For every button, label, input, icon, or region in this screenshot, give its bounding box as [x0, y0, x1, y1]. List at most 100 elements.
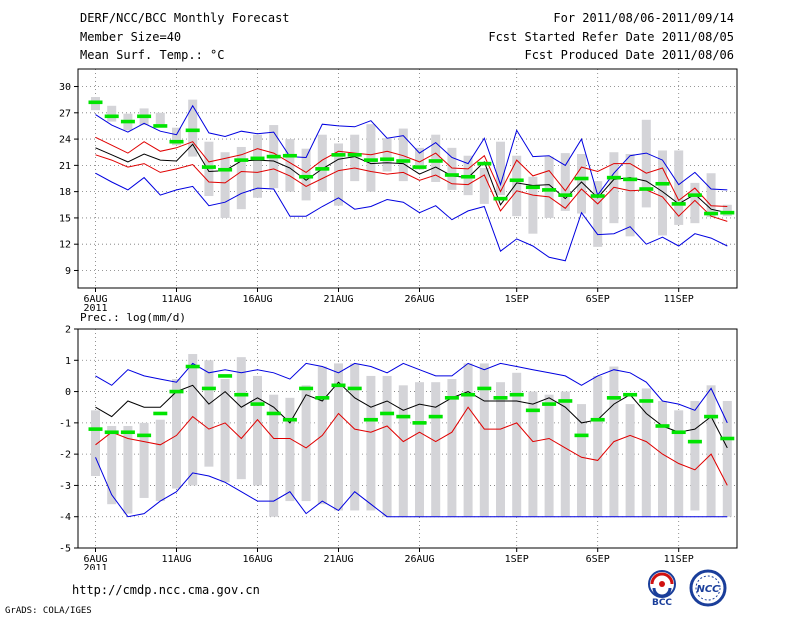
y-tick-label: 1 — [65, 356, 71, 367]
box-bar — [204, 360, 214, 467]
series-median-line — [95, 381, 728, 449]
box-bar — [188, 99, 198, 157]
box-bar — [641, 388, 651, 517]
box-bar — [382, 375, 392, 517]
mean-marker — [169, 389, 184, 394]
chart-title: DERF/NCC/BCC Monthly Forecast — [80, 11, 290, 25]
mean-marker — [412, 421, 427, 425]
y-tick-label: 9 — [65, 266, 71, 277]
x-tick-label: 11SEP — [664, 294, 694, 305]
mean-marker — [542, 188, 557, 192]
box-bar — [625, 153, 635, 237]
mean-marker — [493, 196, 508, 201]
box-bar — [496, 141, 505, 196]
box-bar — [463, 363, 473, 517]
y-tick-label: 21 — [59, 161, 71, 172]
mean-marker — [169, 139, 184, 144]
mean-marker — [137, 433, 152, 438]
variable-label: Mean Surf. Temp.: °C — [80, 48, 225, 62]
box-bar — [301, 148, 311, 201]
box-bar — [674, 150, 684, 225]
box-bar — [155, 419, 165, 502]
box-bar — [91, 410, 100, 477]
mean-marker — [558, 193, 573, 197]
mean-marker — [380, 157, 395, 162]
mean-marker — [574, 176, 589, 181]
box-bar — [625, 404, 635, 517]
mean-marker — [137, 114, 152, 119]
source-url[interactable]: http://cmdp.ncc.cma.gov.cn — [72, 583, 260, 597]
box-bar — [285, 397, 295, 502]
mean-marker — [606, 396, 621, 400]
series-min-line — [95, 172, 728, 262]
mean-marker — [266, 411, 281, 416]
box-bar — [366, 124, 376, 192]
member-size: Member Size=40 — [80, 30, 182, 44]
box-bar — [528, 391, 538, 517]
mean-marker — [218, 167, 233, 172]
series-max-line — [95, 362, 728, 424]
mean-marker — [396, 159, 411, 163]
x-tick-label: 1SEP — [505, 294, 529, 305]
y-tick-label: 12 — [59, 240, 71, 251]
mean-marker — [461, 174, 476, 179]
mean-marker — [590, 417, 605, 422]
mean-marker — [120, 119, 135, 124]
box-bar — [415, 147, 424, 170]
mean-marker — [412, 165, 427, 169]
mean-marker — [623, 177, 638, 182]
mean-marker — [704, 414, 719, 419]
box-bar — [722, 204, 732, 217]
mean-marker — [574, 433, 589, 438]
box-bar — [398, 128, 408, 182]
year-label: 2011 — [83, 563, 107, 570]
box-bar — [220, 379, 230, 483]
mean-marker — [380, 411, 395, 416]
y-tick-label: -2 — [59, 450, 71, 461]
mean-marker — [525, 408, 540, 413]
mean-marker — [428, 414, 443, 419]
y-tick-label: -5 — [59, 544, 71, 555]
ncc-logo-text: NCC — [696, 584, 720, 595]
mean-marker — [720, 210, 735, 215]
x-tick-label: 26AUG — [404, 554, 434, 565]
ncc-logo: NCC — [689, 569, 727, 607]
box-bar — [269, 394, 279, 517]
mean-marker — [671, 202, 686, 206]
plot-frame — [77, 68, 738, 289]
series-min-line — [95, 457, 728, 518]
x-tick-label: 26AUG — [404, 294, 434, 305]
box-bar — [334, 363, 343, 511]
mean-marker — [250, 156, 265, 161]
bcc-logo: BCC — [648, 570, 676, 608]
x-tick-label: 6AUG — [83, 554, 107, 565]
mean-marker — [347, 386, 362, 391]
mean-marker — [234, 392, 249, 397]
x-tick-label: 6SEP — [586, 554, 610, 565]
precip-panel-title: Prec.: log(mm/d) — [80, 311, 186, 324]
box-bar — [512, 372, 522, 517]
box-bar — [544, 156, 554, 218]
mean-marker — [331, 153, 346, 157]
mean-marker — [525, 185, 540, 190]
mean-marker — [687, 193, 702, 197]
box-bar — [447, 379, 457, 517]
mean-marker — [363, 158, 378, 162]
series-max-line — [95, 104, 728, 197]
box-bar — [236, 146, 246, 210]
box-bar — [560, 391, 570, 517]
box-bar — [593, 375, 603, 517]
box-bar — [641, 119, 651, 208]
mean-marker — [104, 114, 119, 119]
mean-marker — [671, 430, 686, 435]
mean-marker — [282, 153, 297, 158]
mean-marker — [250, 402, 265, 406]
box-bar — [706, 173, 716, 218]
mean-marker — [720, 436, 735, 441]
mean-marker — [477, 161, 492, 166]
box-bar — [593, 181, 603, 247]
box-bar — [123, 425, 133, 514]
mean-marker — [704, 211, 719, 216]
mean-marker — [347, 153, 362, 157]
mean-marker — [428, 159, 443, 163]
